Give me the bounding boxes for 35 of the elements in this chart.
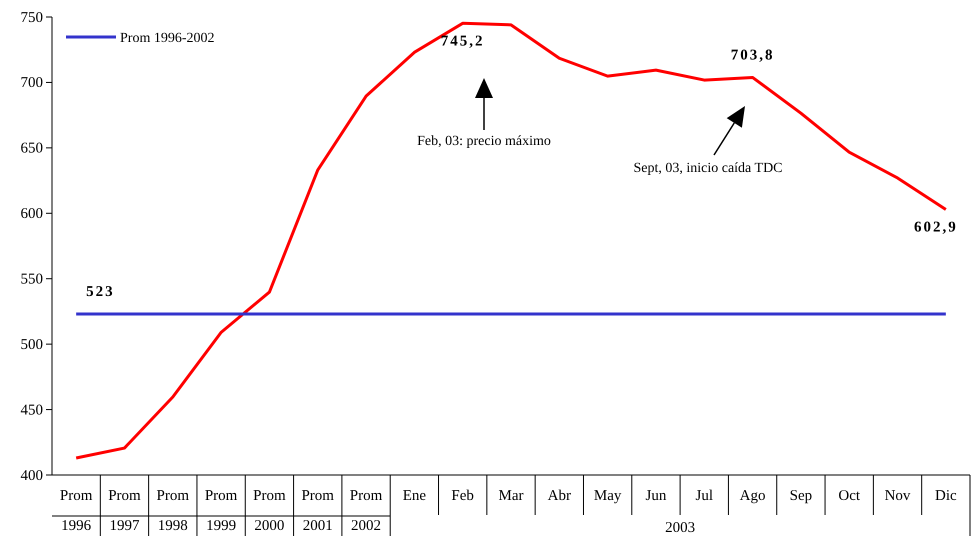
- x-tick-label: Prom 1999: [204, 488, 238, 534]
- data-label: 523: [86, 284, 115, 300]
- x-tick-label: Jul: [696, 488, 714, 504]
- y-tick-label: 650: [20, 140, 43, 157]
- x-tick-label: Prom 1996: [60, 488, 93, 534]
- x-tick-label: Ago: [740, 488, 766, 504]
- x-tick-label: Oct: [838, 488, 861, 504]
- x-tick-label: Feb: [451, 488, 474, 504]
- x-tick-label: Jun: [646, 488, 667, 504]
- x-tick-label: Mar: [498, 488, 524, 504]
- x-tick-label: May: [594, 488, 622, 504]
- y-tick-label: 550: [20, 272, 43, 288]
- y-tick-label: 400: [20, 468, 43, 484]
- annotation: Sept, 03, inicio caída TDC: [633, 161, 783, 176]
- x-tick-label: Dic: [935, 488, 958, 504]
- annotation: Feb, 03: precio máximo: [417, 134, 551, 149]
- data-label: 602,9: [914, 219, 958, 236]
- x-tick-label: Prom 1997: [108, 488, 142, 534]
- x-tick-label: Prom 2001: [301, 488, 334, 534]
- legend-label: Prom 1996-2002: [120, 31, 214, 46]
- y-tick-label: 700: [20, 75, 43, 92]
- x-tick-label: Nov: [884, 488, 911, 504]
- x-tick-label: Prom 2002: [350, 488, 383, 534]
- y-tick-label: 450: [20, 402, 43, 418]
- data-label: 703,8: [730, 47, 774, 64]
- x-tick-label: Abr: [548, 488, 571, 504]
- data-label: 745,2: [440, 33, 485, 50]
- x-tick-label: Prom 1998: [156, 488, 190, 534]
- y-tick-label: 600: [20, 206, 43, 222]
- x-tick-label: Sep: [790, 488, 812, 504]
- text: 2003: [665, 520, 696, 536]
- x-tick-label: Ene: [402, 488, 426, 504]
- y-tick-label: 500: [20, 336, 43, 353]
- x-tick-label: Prom 2000: [253, 488, 286, 534]
- y-tick-label: 750: [20, 10, 43, 26]
